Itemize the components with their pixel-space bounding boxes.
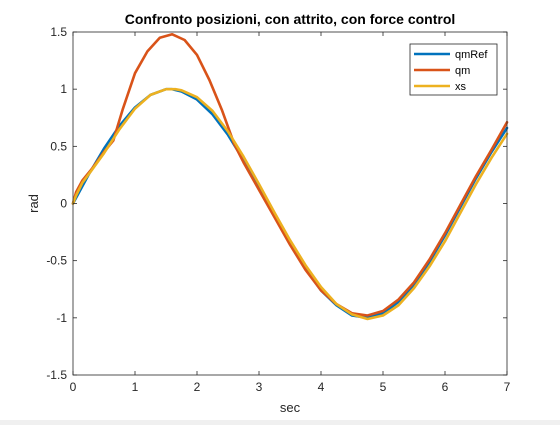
legend-label-qmRef: qmRef [455,49,488,61]
series-layer [71,32,509,321]
y-ticks: -1.5 -1 -0.5 0 0.5 1 1.5 [46,25,507,382]
y-tick-label: 1.5 [50,25,67,39]
chart-title: Confronto posizioni, con attrito, con fo… [125,11,456,27]
y-tick-label: 0.5 [50,139,67,153]
x-tick-label: 4 [318,380,325,394]
x-ticks: 0 1 2 3 4 5 6 7 [70,32,511,394]
y-tick-label: 1 [60,82,67,96]
x-tick-label: 3 [256,380,263,394]
y-tick-label: -0.5 [46,254,67,268]
y-tick-label: -1.5 [46,368,67,382]
x-tick-label: 2 [194,380,201,394]
x-tick-label: 6 [442,380,449,394]
y-axis-label: rad [26,194,41,213]
x-axis-label: sec [280,400,301,415]
x-tick-label: 1 [132,380,139,394]
series-line-qm [71,32,509,317]
legend-label-qm: qm [455,65,470,77]
x-tick-label: 7 [504,380,511,394]
legend[interactable]: qmRef qm xs [409,43,498,96]
y-tick-label: -1 [56,311,67,325]
legend-label-xs: xs [455,81,467,93]
y-tick-label: 0 [60,197,67,211]
series-line-xs [71,87,509,321]
x-tick-label: 5 [380,380,387,394]
x-tick-label: 0 [70,380,77,394]
